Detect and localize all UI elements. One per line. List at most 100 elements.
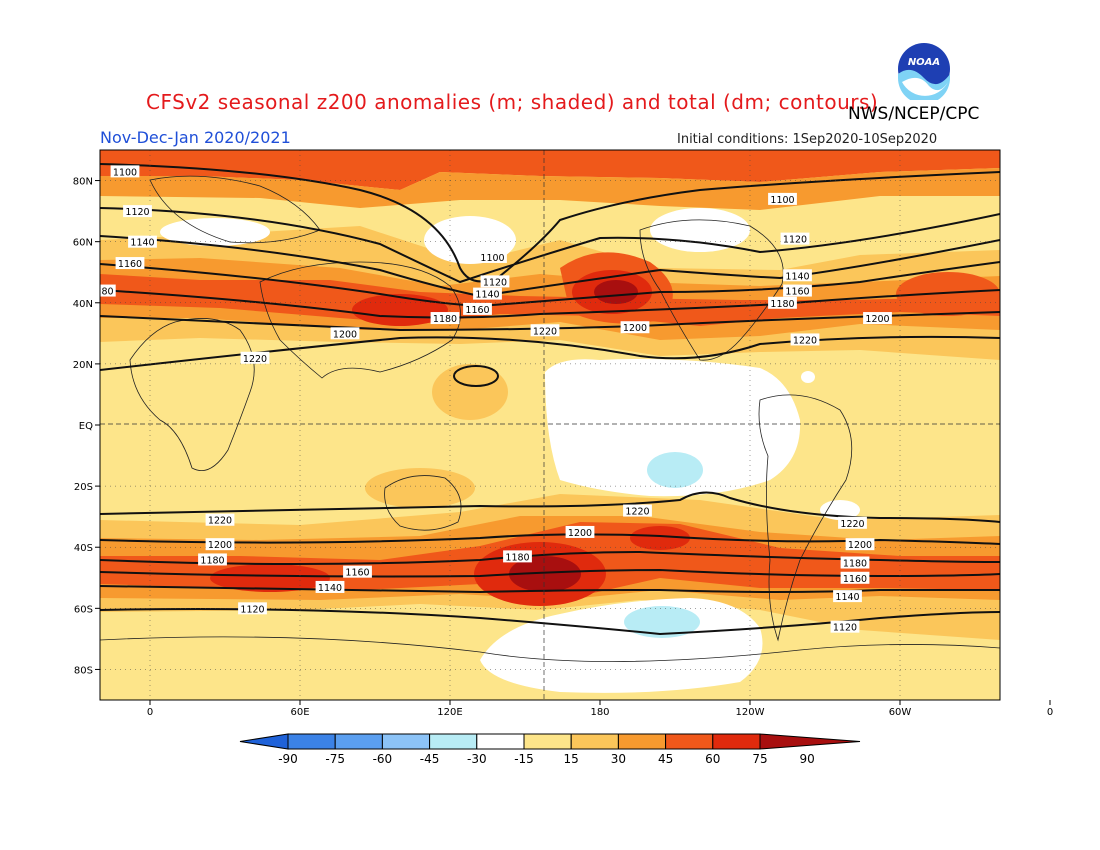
contour-1140-south <box>100 585 1000 594</box>
contour-1180 <box>100 289 1000 319</box>
contour-label-bg <box>478 250 507 263</box>
contour-1200-south <box>100 533 1000 545</box>
colorbar-label: -15 <box>514 752 534 766</box>
colorbar-segment <box>712 733 761 750</box>
contour-1140 <box>100 235 1000 298</box>
sh-jet-core-75-east <box>630 526 690 550</box>
colorbar-label: 45 <box>658 752 673 766</box>
contour-label-bg <box>343 565 372 578</box>
colorbar-segment <box>476 733 525 750</box>
contour-label: 1220 <box>840 519 864 530</box>
colorbar-segment <box>334 733 383 750</box>
neutral-patch-atlantic <box>160 218 270 246</box>
map-field: 1100 1120 1140 1160 80 1200 1220 1100 1120 1140 11… <box>100 150 1000 700</box>
contour-label: 1120 <box>833 623 857 634</box>
lon-label: 120W <box>736 707 765 718</box>
gridlines <box>100 150 1000 700</box>
contour-label-bg <box>205 538 235 551</box>
colorbar-arrow-left <box>239 733 289 750</box>
minor-gridlines <box>100 150 1000 700</box>
contour-label: 1160 <box>843 574 867 585</box>
contour-label: 1180 <box>433 314 457 325</box>
contour-label-bg <box>830 620 860 633</box>
contour-label: 1220 <box>793 335 817 346</box>
contour-label-bg <box>530 324 560 337</box>
contour-label: 80 <box>101 287 113 298</box>
contour-1120 <box>100 207 1000 284</box>
west-pacific-anomaly-30 <box>432 364 508 420</box>
north-america-coastline <box>639 219 784 361</box>
contour-label: 1200 <box>568 528 592 539</box>
contour-label-bg <box>620 321 650 334</box>
contour-label: 1120 <box>125 207 149 218</box>
lat-label: EQ <box>79 421 93 432</box>
contour-label: 1120 <box>483 277 507 288</box>
asia-coastline <box>259 261 461 379</box>
colorbar-segment <box>617 733 667 750</box>
contour-label: 1120 <box>240 604 264 615</box>
contour-label-bg <box>845 538 875 551</box>
contour-label: 1140 <box>130 238 154 249</box>
lat-label: 60S <box>74 604 93 615</box>
colorbar-label: -75 <box>325 752 345 766</box>
contour-label: 1140 <box>835 592 859 603</box>
contour-1160-south <box>100 568 1000 578</box>
contour-label: 1140 <box>318 583 342 594</box>
contour-label-bg <box>240 351 270 364</box>
contour-1220-south <box>100 491 1000 523</box>
lon-label: 60W <box>889 707 912 718</box>
contour-label-bg <box>783 284 812 297</box>
contour-label: 1120 <box>783 235 807 246</box>
tropical-pacific-neutral <box>545 359 801 497</box>
contour-label: 1220 <box>533 326 557 337</box>
contour-1220-closed <box>453 365 499 387</box>
longitude-labels: 0 60E 120E 180 120W 60W 0 <box>147 700 1053 718</box>
lat-label: 60N <box>73 238 93 249</box>
contour-label-bg <box>790 333 820 346</box>
figure-title: CFSv2 seasonal z200 anomalies (m; shaded… <box>146 90 879 114</box>
contour-label: 1200 <box>865 314 889 325</box>
colorbar: -90 -75 -60 -45 -30 -15 15 30 45 60 75 90 <box>239 733 861 766</box>
contour-label: 1140 <box>785 271 809 282</box>
agency-label: NWS/NCEP/CPC <box>848 104 980 124</box>
colorbar-label: 60 <box>705 752 720 766</box>
season-label: Nov-Dec-Jan 2020/2021 <box>100 128 291 147</box>
colorbar-segment <box>287 733 336 750</box>
contour-label: 1100 <box>113 167 137 178</box>
logo-text: NOAA <box>908 57 940 68</box>
neutral-patch-canada <box>650 208 750 252</box>
colorbar-label: -90 <box>278 752 298 766</box>
contour-label: 1200 <box>623 323 647 334</box>
contour-label-bg <box>205 513 235 526</box>
contour-label: 1200 <box>333 329 357 340</box>
europe-anomaly-60 <box>896 272 1000 316</box>
antarctica-coastline <box>100 636 1000 662</box>
lat-label: 80N <box>73 177 93 188</box>
contour-label: 1200 <box>208 540 232 551</box>
lat-label: 40S <box>74 543 93 554</box>
contour-label-bg <box>503 550 532 563</box>
colorbar-segment <box>381 733 431 750</box>
contour-label: 1220 <box>208 516 232 527</box>
contour-label: 1100 <box>480 253 504 264</box>
lon-label: 0 <box>1047 707 1053 718</box>
lat-label: 20S <box>74 482 93 493</box>
neutral-patch-caribbean <box>801 371 815 383</box>
contour-label: 1180 <box>200 555 224 566</box>
lat-label: 80S <box>74 665 93 676</box>
contour-label-bg <box>783 269 812 282</box>
negative-patch-tropical <box>647 452 703 488</box>
lon-label: 0 <box>147 707 153 718</box>
lon-label: 120E <box>437 707 462 718</box>
contour-label-bg <box>565 525 595 538</box>
colorbar-segment <box>429 733 478 750</box>
colorbar-label: 30 <box>611 752 626 766</box>
contour-label-bg <box>115 257 145 270</box>
contour-1180-south <box>100 550 1000 565</box>
contour-label-bg <box>430 312 460 325</box>
contour-label-bg <box>480 275 510 288</box>
arctic-band-60 <box>100 150 1000 190</box>
contour-label-bg <box>198 553 227 566</box>
noaa-logo: NOAA <box>894 39 954 100</box>
contour-label-bg <box>768 296 797 309</box>
